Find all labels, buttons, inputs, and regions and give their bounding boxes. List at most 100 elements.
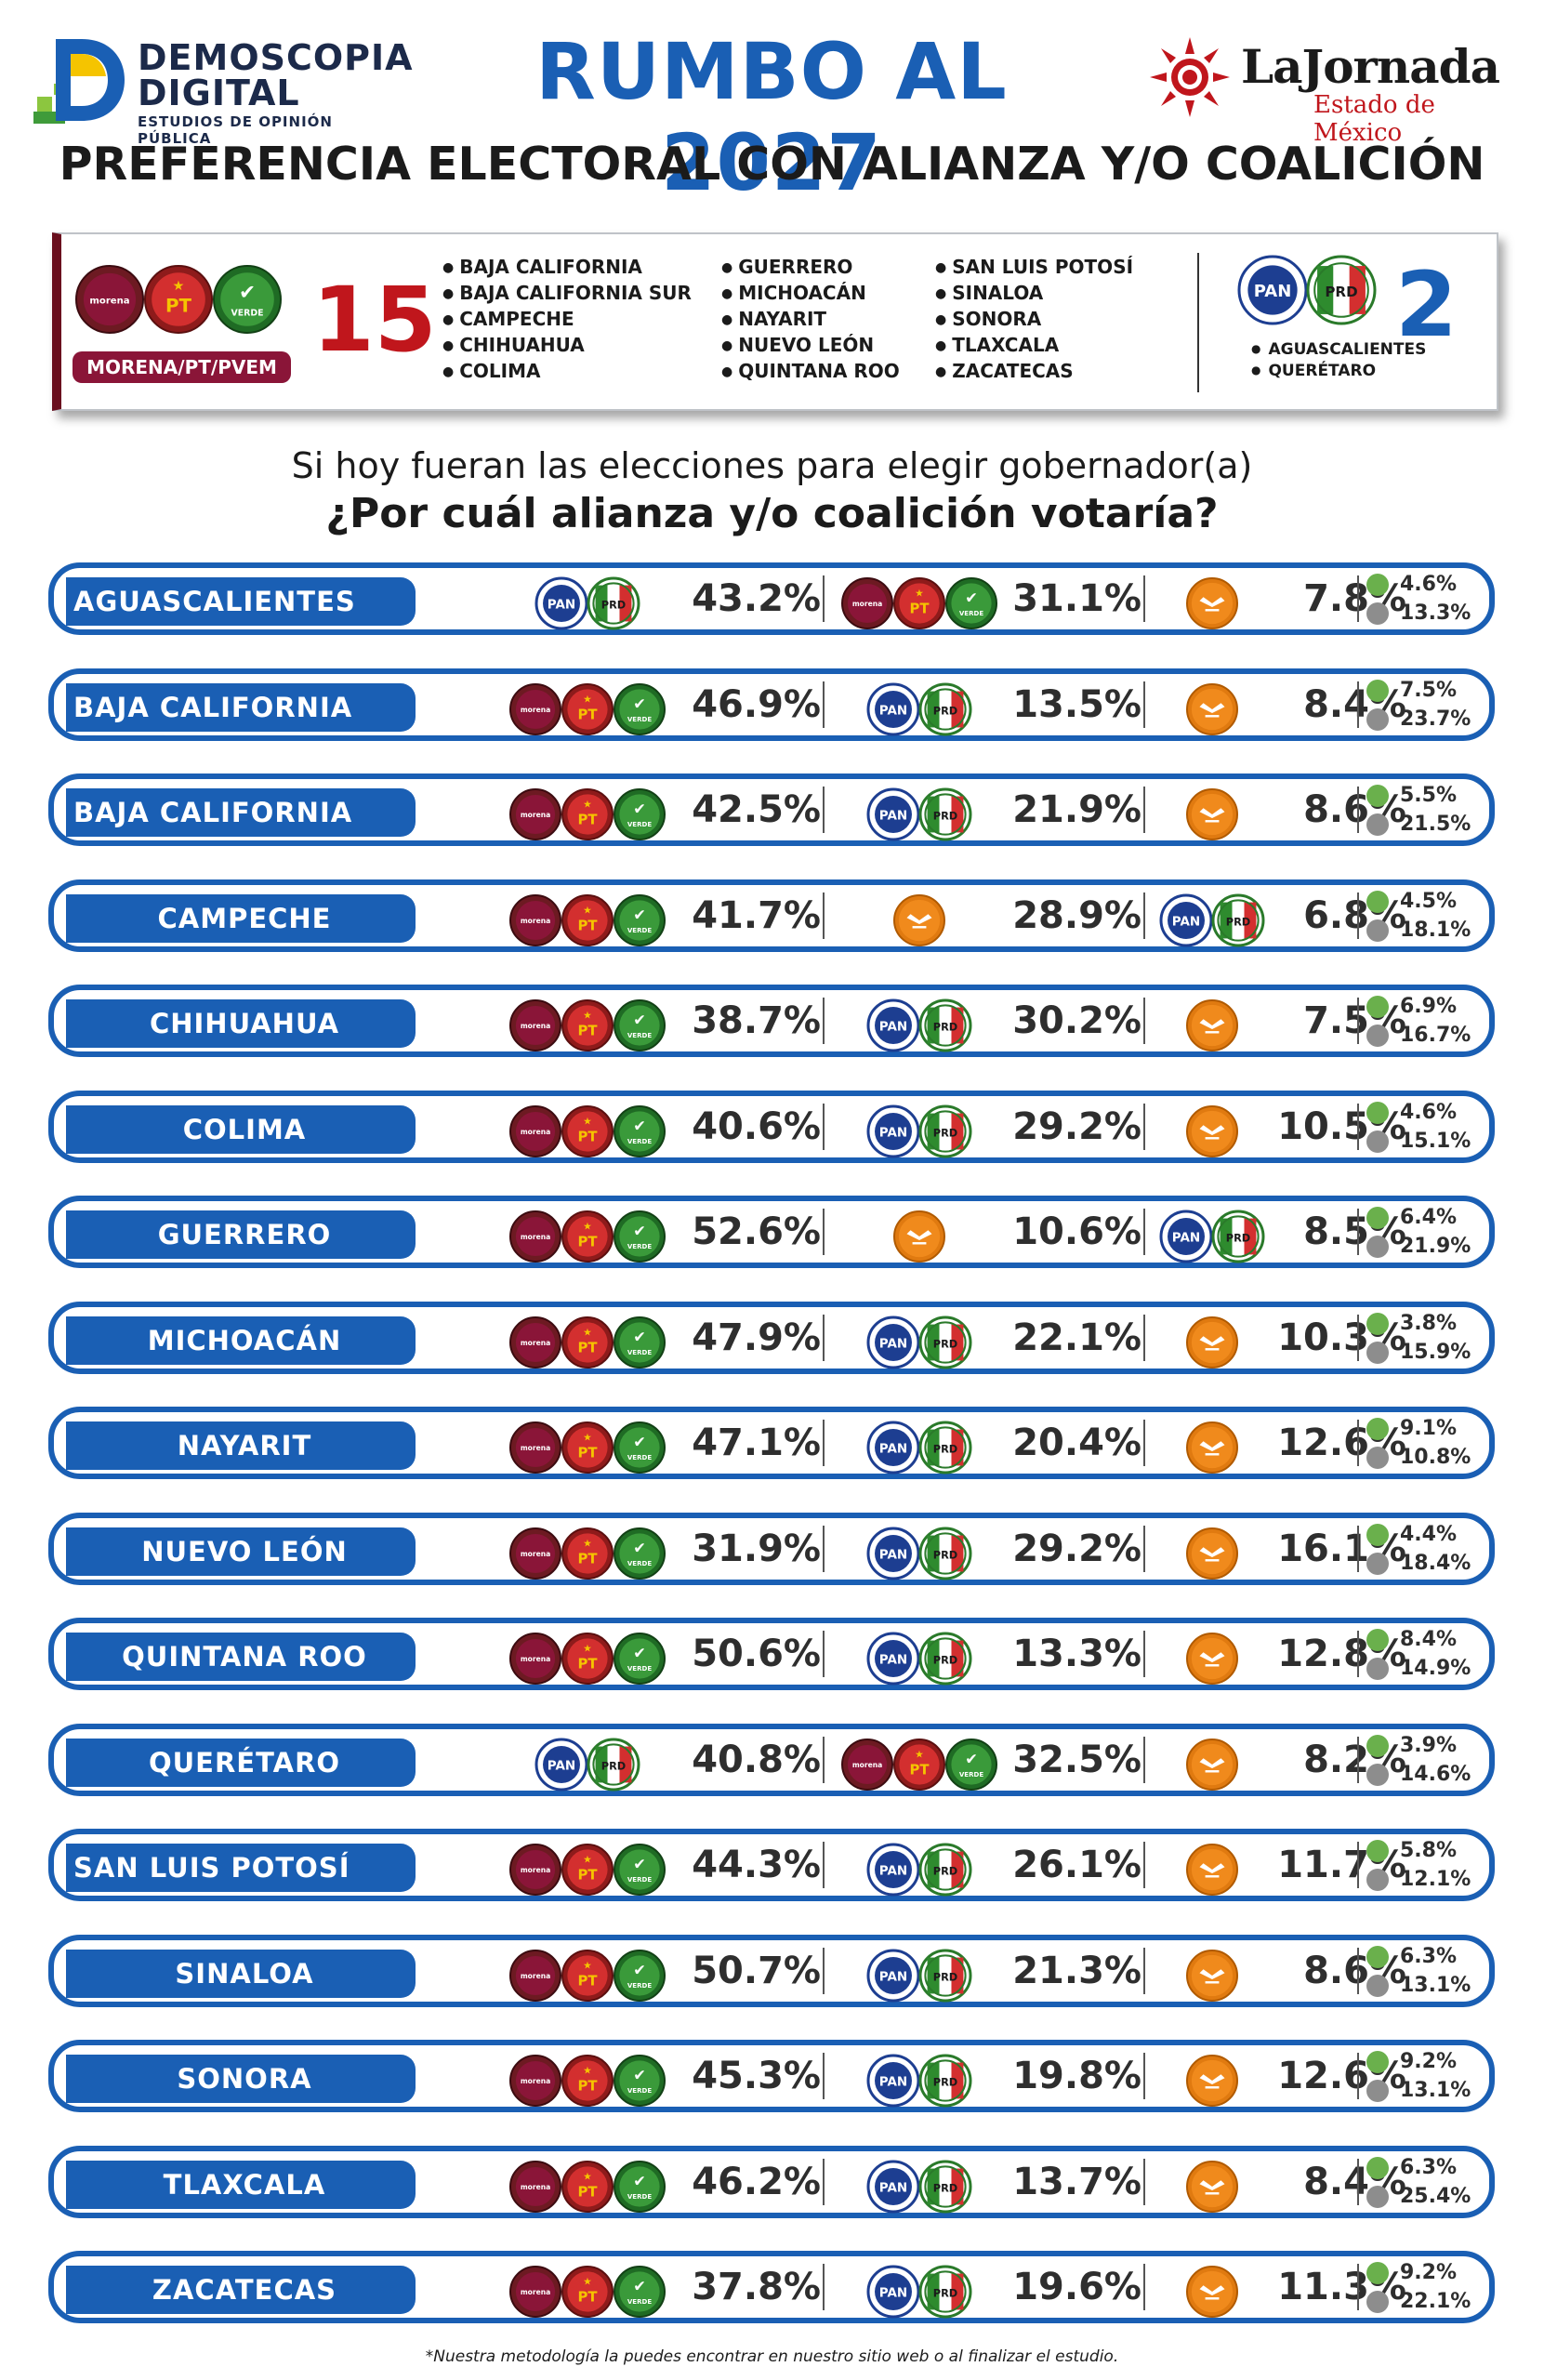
divider	[823, 1842, 825, 1888]
pri-logo-icon: PRD	[918, 1949, 972, 2002]
result-cell: PAN PRD 43.2%	[463, 568, 821, 630]
pan-logo-icon: PAN	[866, 1949, 920, 2002]
pvem-logo-icon: ✔ VERDE	[613, 2266, 666, 2318]
result-cell: PAN PRD 30.2%	[825, 990, 1142, 1052]
undecided-percentage: 21.5%	[1400, 813, 1471, 836]
person-icon	[1366, 1840, 1389, 1862]
question-line1: Si hoy fueran las elecciones para elegir…	[291, 445, 1253, 486]
vote-percentage: 8.4%	[1303, 682, 1406, 726]
question-icon	[1366, 1763, 1389, 1786]
svg-text:PAN: PAN	[879, 2180, 907, 2195]
mc-logos	[1185, 1949, 1238, 2003]
pt-logo-icon: ★PT	[561, 2266, 614, 2318]
svg-text:PAN: PAN	[547, 1758, 574, 1773]
result-cell: morena ★ PT ✔ VERDE 38.7%	[463, 990, 821, 1051]
other-percentage: 9.2%	[1400, 2050, 1458, 2073]
mc-logo-icon	[1186, 2266, 1238, 2318]
morena-logo-icon: morena	[508, 1421, 561, 1474]
pt-logo-icon: ★PT	[561, 1633, 614, 1685]
svg-text:PAN: PAN	[879, 1336, 907, 1351]
svg-text:✔: ✔	[633, 1117, 646, 1134]
coalition-count: 15	[312, 268, 437, 372]
question-line2: ¿Por cuál alianza y/o coalición votaría?	[325, 490, 1219, 537]
pvem-logo-icon: ✔ VERDE	[613, 1316, 666, 1368]
pan-logo-icon: PAN	[534, 576, 587, 630]
result-cell: PAN PRD 13.5%	[825, 674, 1142, 735]
result-cell: morena ★ PT ✔ VERDE 46.9%	[463, 674, 821, 735]
svg-text:VERDE: VERDE	[627, 1453, 651, 1461]
result-cell: morena ★ PT ✔ VERDE 50.7%	[463, 1940, 821, 2002]
sun-icon	[1150, 37, 1230, 117]
vote-percentage: 40.8%	[692, 1738, 821, 1781]
pan-logo-icon: PAN	[866, 1316, 920, 1368]
morena-logo-icon: morena	[508, 1527, 561, 1580]
result-cell: 8.2%	[1146, 1729, 1406, 1791]
morena-logo-icon: morena	[508, 999, 561, 1051]
pvem-logo-icon: ✔ VERDE	[613, 1633, 666, 1685]
pri-logo-icon: PRD	[587, 1738, 640, 1791]
svg-text:PT: PT	[577, 1128, 598, 1144]
other-undecided: 6.3% 13.1%	[1363, 1940, 1484, 2002]
svg-text:PT: PT	[577, 1866, 598, 1883]
coalition-label: MORENA/PT/PVEM	[73, 351, 291, 383]
other-undecided: 5.5% 21.5%	[1363, 779, 1484, 840]
svg-text:PRD: PRD	[933, 1442, 957, 1455]
svg-text:PRD: PRD	[600, 1759, 625, 1772]
result-cell: 7.8%	[1146, 568, 1406, 629]
svg-text:PAN: PAN	[879, 1652, 907, 1667]
svg-text:VERDE: VERDE	[627, 2191, 651, 2200]
morena-pt-pvem-logos: morena ★ PT ✔ VERDE	[508, 787, 666, 841]
svg-text:VERDE: VERDE	[627, 1031, 651, 1039]
mc-logo-icon	[893, 893, 945, 946]
morena-logo-icon: morena	[508, 2160, 561, 2213]
undecided-line: 14.6%	[1363, 1761, 1484, 1789]
svg-text:★: ★	[583, 904, 592, 916]
vote-percentage: 20.4%	[1012, 1421, 1142, 1464]
person-icon	[1366, 1629, 1389, 1651]
svg-text:PAN: PAN	[1172, 1230, 1200, 1245]
demoscopia-d-icon	[33, 39, 125, 124]
mc-logo-icon	[1186, 1949, 1238, 2002]
state-name: CHIHUAHUA	[66, 999, 416, 1048]
vote-percentage: 40.6%	[692, 1104, 821, 1148]
vote-percentage: 26.1%	[1012, 1844, 1142, 1886]
other-line: 3.9%	[1363, 1732, 1484, 1760]
svg-text:PT: PT	[577, 1022, 598, 1038]
svg-text:morena: morena	[520, 1550, 549, 1558]
other-line: 4.4%	[1363, 1521, 1484, 1549]
result-cell: PAN PRD 13.7%	[825, 2151, 1142, 2213]
svg-text:PT: PT	[577, 917, 598, 933]
vote-percentage: 43.2%	[692, 577, 821, 620]
pri-logo-icon: PRD	[918, 1316, 972, 1368]
opposition-logos: PAN PRD	[1237, 255, 1386, 329]
other-percentage: 6.4%	[1400, 1206, 1458, 1229]
result-cell: PAN PRD 22.1%	[825, 1307, 1142, 1368]
pan-logo-icon: PAN	[866, 1421, 920, 1474]
vote-percentage: 46.2%	[692, 2160, 821, 2203]
divider	[1357, 1314, 1359, 1361]
svg-text:morena: morena	[520, 1339, 549, 1347]
divider	[1143, 1736, 1145, 1783]
undecided-percentage: 15.9%	[1400, 1340, 1471, 1364]
vote-percentage: 8.5%	[1303, 1210, 1406, 1253]
svg-text:morena: morena	[852, 600, 882, 608]
demoscopia-logo: DEMOSCOPIA DIGITAL ESTUDIOS DE OPINIÓN P…	[33, 35, 413, 147]
question-icon	[1366, 1447, 1389, 1469]
result-cell: morena ★ PT ✔ VERDE 44.3%	[463, 1834, 821, 1896]
divider	[1143, 1842, 1145, 1888]
state-name: SONORA	[66, 2055, 416, 2103]
undecided-percentage: 18.4%	[1400, 1551, 1471, 1575]
morena-pt-pvem-logos: morena ★ PT ✔ VERDE	[508, 2054, 666, 2108]
divider	[823, 2053, 825, 2099]
result-cell: 7.5%	[1146, 990, 1406, 1051]
pan-logo-icon: PAN	[866, 1527, 920, 1580]
mc-logo-icon	[1186, 1844, 1238, 1896]
vote-percentage: 10.6%	[1012, 1210, 1142, 1253]
result-cell: PAN PRD 21.3%	[825, 1940, 1142, 2002]
other-percentage: 7.5%	[1400, 678, 1458, 702]
pvem-logo-icon: ✔ VERDE	[613, 2055, 666, 2107]
other-line: 4.5%	[1363, 888, 1484, 916]
morena-pt-pvem-logos: morena ★ PT ✔ VERDE	[508, 1843, 666, 1897]
svg-text:★: ★	[173, 279, 185, 294]
svg-text:morena: morena	[520, 1022, 549, 1030]
